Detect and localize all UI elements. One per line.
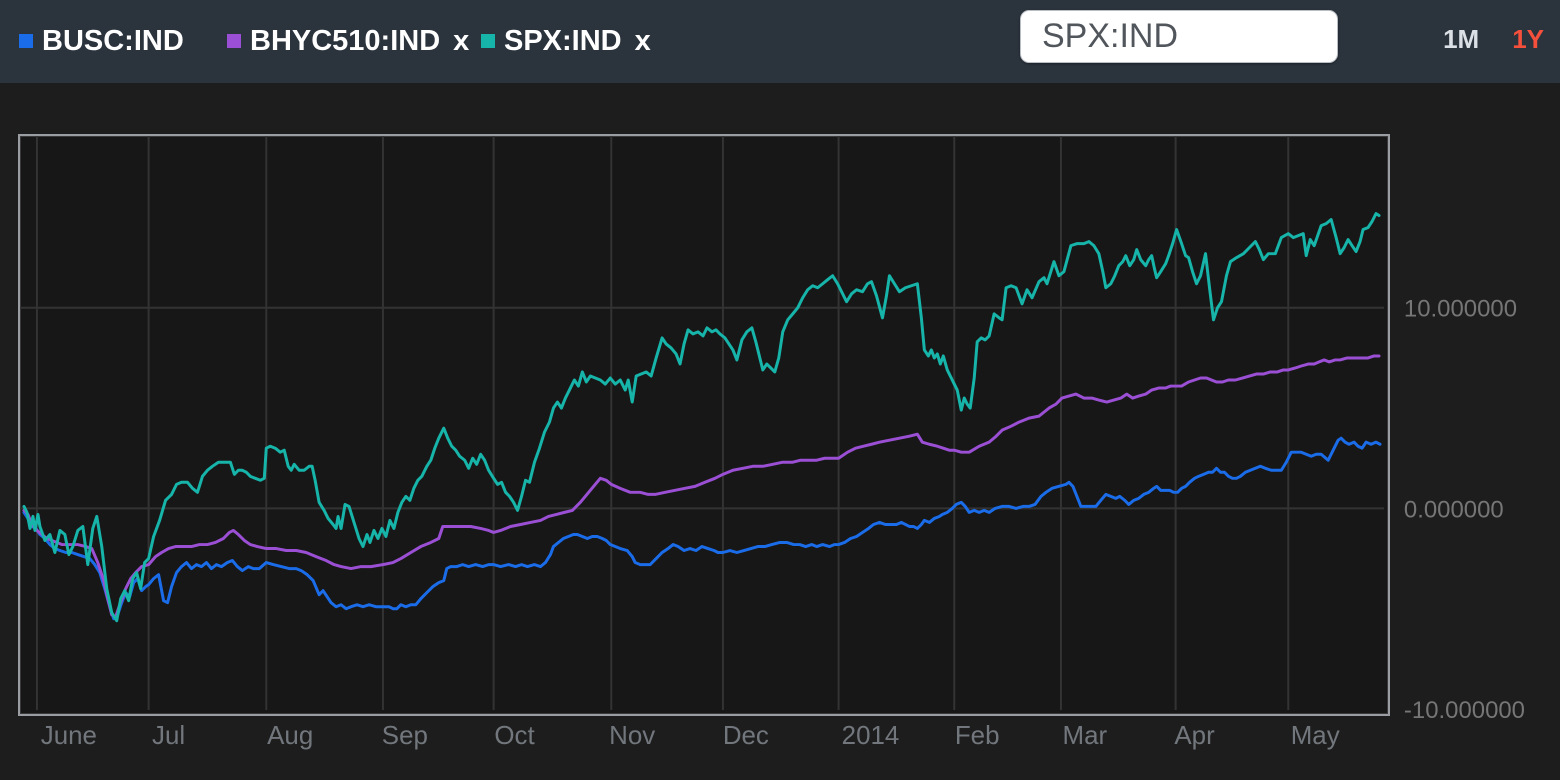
svg-text:June: June <box>41 722 97 750</box>
remove-spx-icon[interactable]: x <box>634 25 651 57</box>
svg-text:Jul: Jul <box>152 722 185 750</box>
range-1y-button[interactable]: 1Y <box>1512 24 1544 54</box>
svg-text:Aug: Aug <box>267 722 313 750</box>
bhyc510-color-swatch-icon <box>227 33 241 48</box>
svg-text:Sep: Sep <box>382 722 428 750</box>
svg-text:-10.000000: -10.000000 <box>1404 697 1525 724</box>
busc-color-swatch-icon <box>19 33 33 48</box>
svg-text:0.000000: 0.000000 <box>1404 496 1504 523</box>
svg-text:Nov: Nov <box>609 722 655 750</box>
spx-color-swatch-icon <box>481 33 495 48</box>
header-bar: BUSC:IND BHYC510:IND x SPX:IND x 1M 1Y <box>0 0 1560 83</box>
chart-plot-area[interactable]: 10.000000 0.000000 -10.000000 June Jul Aug Sep… <box>18 134 1525 750</box>
legend-item-bhyc510[interactable]: BHYC510:IND x <box>227 0 469 83</box>
legend-label-busc: BUSC:IND <box>42 25 184 57</box>
range-1m-button[interactable]: 1M <box>1443 24 1480 54</box>
legend-label-bhyc510: BHYC510:IND <box>250 25 441 57</box>
chart-svg: 10.000000 0.000000 -10.000000 June Jul Aug Sep… <box>20 136 1525 750</box>
svg-text:Dec: Dec <box>723 722 769 750</box>
symbol-search-input[interactable] <box>1020 10 1338 63</box>
svg-text:Mar: Mar <box>1063 722 1108 750</box>
svg-text:Feb: Feb <box>955 722 1000 750</box>
remove-bhyc510-icon[interactable]: x <box>453 25 470 57</box>
svg-text:May: May <box>1291 722 1340 750</box>
svg-text:Oct: Oct <box>494 722 534 750</box>
svg-text:2014: 2014 <box>842 722 900 750</box>
legend-label-spx: SPX:IND <box>504 25 622 57</box>
svg-text:Apr: Apr <box>1174 722 1215 750</box>
legend-item-spx[interactable]: SPX:IND x <box>481 0 651 83</box>
svg-text:10.000000: 10.000000 <box>1404 296 1517 323</box>
legend-item-busc[interactable]: BUSC:IND <box>19 0 197 83</box>
range-button-group: 1M 1Y <box>1443 26 1544 52</box>
